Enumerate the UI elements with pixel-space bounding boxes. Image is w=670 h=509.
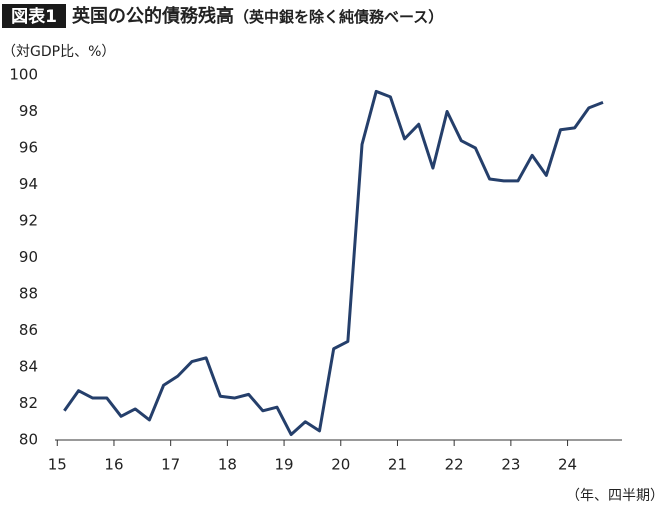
y-tick-label: 84 [19, 358, 38, 376]
figure-label: 図表1 [11, 6, 57, 27]
y-tick-label: 96 [19, 139, 38, 157]
x-tick-label: 21 [388, 456, 407, 474]
data-line [63, 89, 604, 437]
y-tick-label: 100 [9, 66, 38, 84]
title: 英国の公的債務残高 [71, 5, 234, 27]
x-tick-label: 23 [501, 456, 520, 474]
y-tick-label: 94 [19, 175, 38, 193]
x-axis-label: （年、四半期） [566, 488, 664, 504]
x-tick-label: 15 [48, 456, 67, 474]
x-tick-label: 18 [218, 456, 237, 474]
y-tick-label: 88 [19, 285, 38, 303]
y-tick-label: 98 [19, 102, 38, 120]
x-tick-label: 22 [445, 456, 464, 474]
y-tick-label: 82 [19, 394, 38, 412]
y-axis-label: （対GDP比、%） [2, 44, 115, 60]
y-tick-label: 80 [19, 431, 38, 449]
y-tick-label: 86 [19, 321, 38, 339]
subtitle: （英中銀を除く純債務ベース） [234, 8, 443, 26]
x-tick-label: 16 [104, 456, 123, 474]
figure-label-box [2, 4, 66, 28]
x-tick-label: 17 [161, 456, 180, 474]
x-tick-label: 20 [331, 456, 350, 474]
x-tick-label: 24 [558, 456, 577, 474]
y-tick-label: 92 [19, 212, 38, 230]
chart-title: 英国の公的債務残高（英中銀を除く純債務ベース） [71, 5, 443, 27]
y-tick-label: 90 [19, 248, 38, 266]
x-tick-label: 19 [275, 456, 294, 474]
